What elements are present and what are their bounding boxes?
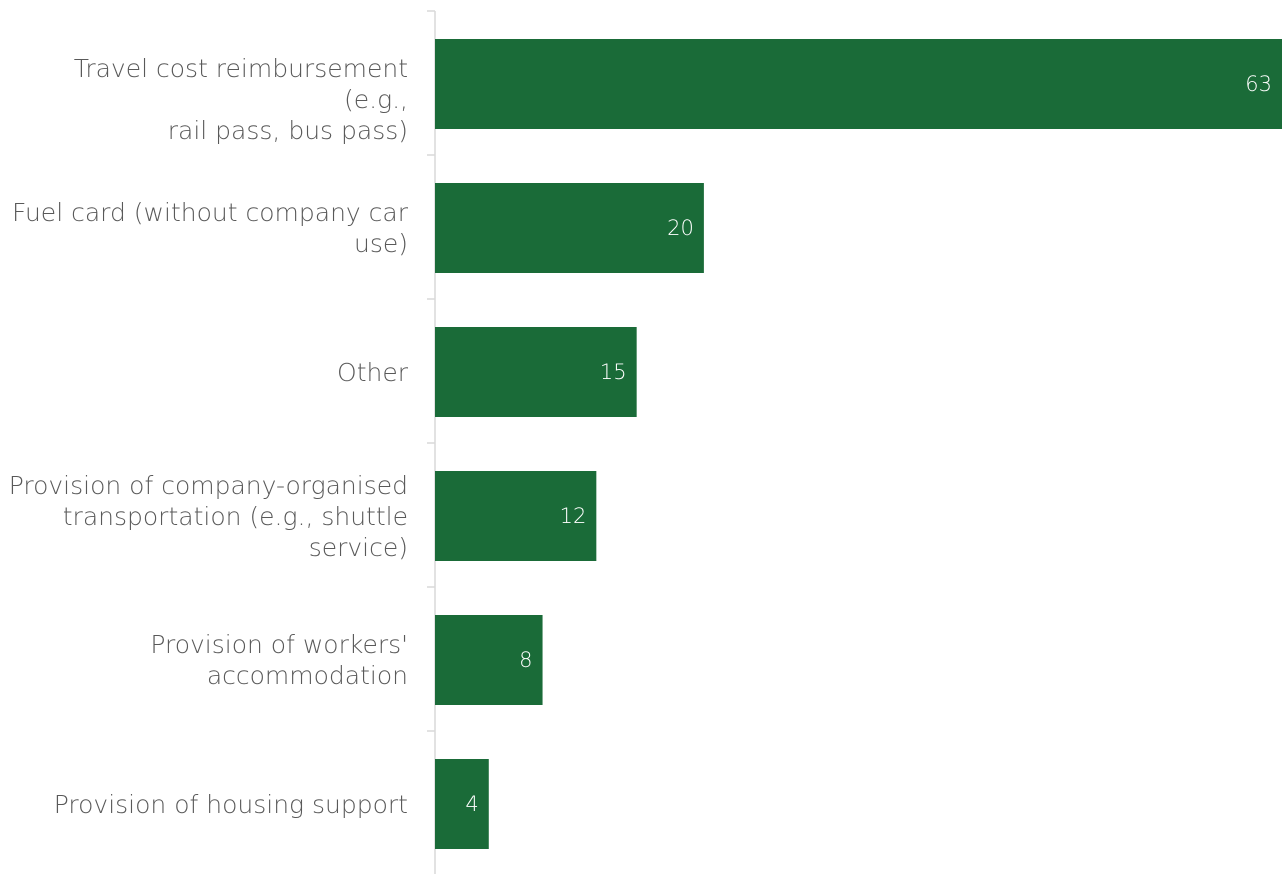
- category-label-line: Provision of housing support: [53, 789, 408, 819]
- bar-value-label: 63: [1245, 72, 1272, 96]
- category-label-line: accommodation: [206, 661, 408, 690]
- category-label: Travel cost reimbursement (e.g., rail pas…: [0, 53, 408, 146]
- bar-value-label: 20: [667, 216, 694, 240]
- category-label: Provision of housing support: [0, 789, 408, 820]
- bar: [435, 327, 637, 417]
- category-label-line: Provision of workers': [150, 630, 408, 659]
- category-label: Fuel card (without company car use): [0, 197, 408, 259]
- category-label: Provision of workers' accommodation: [0, 629, 408, 691]
- category-label-line: transportation (e.g., shuttle: [62, 501, 408, 531]
- category-label-line: use): [353, 229, 408, 258]
- category-label-line: rail pass, bus pass): [167, 116, 408, 145]
- bar: [435, 471, 597, 561]
- bar: [435, 183, 704, 273]
- category-label: Other: [0, 357, 408, 388]
- category-label-line: Travel cost reimbursement (e.g.,: [73, 54, 408, 114]
- bar-value-label: 8: [519, 648, 532, 672]
- category-label-line: Provision of company-organised: [8, 470, 408, 500]
- bar: [435, 615, 543, 705]
- category-label-line: Fuel card (without company car: [11, 198, 408, 227]
- category-label-line: Other: [337, 357, 408, 387]
- bar-value-label: 4: [465, 792, 478, 816]
- bar-value-label: 15: [600, 360, 627, 384]
- bar: [435, 39, 1282, 129]
- bar: [435, 759, 489, 849]
- category-label-line: service): [308, 532, 408, 562]
- category-label: Provision of company-organised transporta…: [0, 470, 408, 563]
- bar-value-label: 12: [560, 504, 587, 528]
